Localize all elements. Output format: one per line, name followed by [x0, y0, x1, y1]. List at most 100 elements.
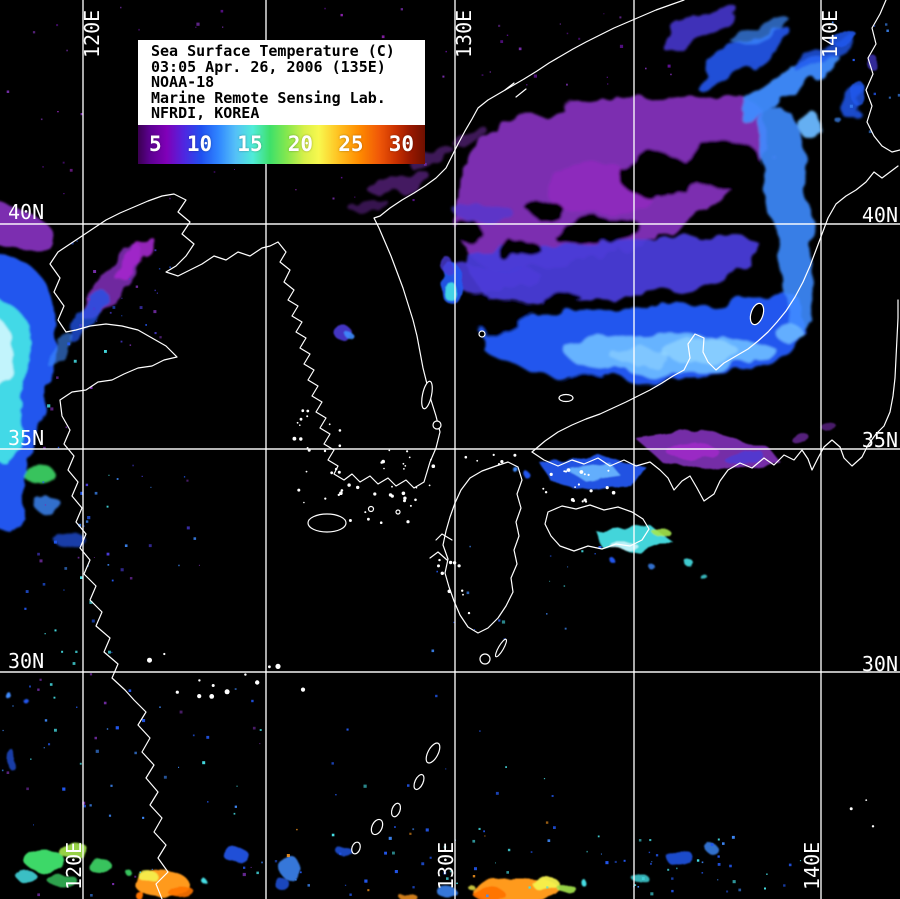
sst-sj-dot: [700, 573, 706, 579]
sst-patch-east-sea: [348, 5, 868, 406]
sst-sj-dot: [513, 467, 519, 473]
sst-cyan-patch: [17, 871, 37, 883]
coast-china-south: [49, 193, 279, 899]
sst-green-dot: [125, 869, 131, 875]
sst-yellow-bit: [139, 872, 159, 882]
colorbar-tick: 30: [388, 132, 414, 157]
sst-ys-green-spot: [24, 466, 56, 484]
sst-blue-cluster: [280, 856, 300, 880]
sst-ys-blue-spot: [54, 533, 86, 547]
lon-label-140e-top: 140E: [818, 10, 842, 58]
sst-sj-dot: [684, 558, 692, 566]
sst-dot: [22, 697, 28, 703]
sst-yellow-dot: [467, 883, 473, 889]
sst-sj-yellowgreen: [651, 527, 669, 535]
sst-dot: [8, 750, 16, 770]
sst-pale-wisp: [660, 343, 740, 361]
sst-ke-cyan: [444, 281, 456, 301]
sst-violet-arm: [451, 267, 545, 292]
island-dot-clusters: [147, 409, 875, 828]
sst-ys-purple-top: [0, 201, 54, 250]
sst-green-patch: [25, 850, 65, 872]
sst-tr-bit: [835, 117, 841, 123]
map-title: Sea Surface Temperature (C): [151, 42, 395, 60]
colorbar-tick: 10: [186, 132, 213, 157]
lon-label-140e-bottom: 140E: [800, 842, 824, 890]
satellite-name: NOAA-18: [151, 73, 215, 92]
sst-violet-arm-upper: [450, 200, 515, 224]
lat-label-40n-right: 40N: [862, 203, 898, 227]
coast-honshu-pacific: [531, 299, 899, 502]
sst-green-patch: [88, 859, 112, 873]
sst-cyan-cluster: [632, 873, 648, 883]
sst-deep-orange-bit: [167, 885, 193, 897]
coast-honshu-north: [531, 165, 899, 453]
sst-blue-cluster: [706, 844, 718, 854]
sst-sj-violet: [725, 451, 765, 465]
sst-dot: [5, 692, 11, 698]
sst-blue-cluster: [224, 847, 248, 863]
sst-violet-band: [470, 234, 757, 305]
sst-orange-bit: [399, 893, 417, 899]
sst-speckle-noise: [1, 6, 900, 898]
coast-vladivostok-inlets: [504, 82, 527, 98]
org-country: NFRDI, KOREA: [151, 104, 260, 123]
sst-streak: [738, 52, 838, 120]
temperature-colorbar: 5 10 15 20 25 30: [138, 124, 425, 164]
sst-green-patch: [47, 874, 77, 886]
sst-cyan-dot: [201, 878, 207, 884]
lat-label-40n-left: 40N: [8, 200, 44, 224]
lon-label-130e-bottom: 130E: [434, 842, 458, 890]
lon-label-120e-top: 120E: [80, 10, 104, 58]
island-goto-chain: [425, 742, 441, 764]
sst-ys-pale-sliver: [0, 320, 15, 381]
coast-shikoku: [544, 504, 650, 552]
sst-ys-magenta-streak: [116, 235, 152, 281]
island-goto-chain: [351, 841, 361, 855]
coast-nagasaki-jags: [429, 533, 453, 561]
sst-yellow-bit: [532, 878, 560, 890]
sst-deep-orange-dot: [136, 892, 144, 899]
island-oki: [558, 393, 574, 403]
sst-coastal-bright-spot: [802, 112, 822, 142]
sst-blue-cluster: [666, 850, 694, 866]
island-tanegashima: [494, 638, 508, 658]
island-jeju: [307, 513, 347, 533]
sst-coast-fringe: [348, 198, 388, 212]
lat-label-35n-left: 35N: [8, 426, 44, 450]
island-strait-islet: [395, 509, 401, 515]
lon-label-130e-top: 130E: [452, 10, 476, 58]
sst-swath-column: [758, 109, 813, 331]
sst-tr-bit: [850, 81, 866, 105]
coast-hokkaido: [865, 0, 900, 153]
sst-tr-bit: [867, 54, 877, 70]
sst-blue-cluster: [275, 878, 289, 890]
legend-panel: Sea Surface Temperature (C) 03:05 Apr. 2…: [138, 40, 425, 164]
map-datetime: 03:05 Apr. 26, 2006 (135E): [151, 57, 386, 76]
island-goto-chain: [390, 802, 402, 818]
sst-sj-purple-bit: [790, 433, 810, 443]
coastline-layer: [49, 0, 900, 899]
legend-text-block: Sea Surface Temperature (C) 03:05 Apr. 2…: [138, 40, 425, 125]
sst-sj-light: [565, 463, 621, 481]
island-ulleung: [478, 330, 486, 338]
sst-ys-blue-streak: [69, 291, 107, 341]
sst-sj-purple-bit: [822, 424, 838, 432]
lat-label-30n-right: 30N: [862, 652, 898, 676]
sst-sj-magenta: [666, 443, 718, 459]
sst-sj-dot: [609, 557, 615, 563]
sst-streak: [663, 5, 737, 51]
colorbar-tick: 25: [338, 132, 364, 157]
island-yakushima: [479, 653, 491, 665]
sst-patch-top-right: [831, 29, 877, 123]
sst-ys-blue-spot: [34, 497, 62, 513]
sst-blue-cluster: [337, 847, 353, 857]
sst-coast-fringe: [366, 171, 430, 193]
sst-coast-fringe: [452, 127, 488, 147]
sst-sj-dot: [525, 473, 531, 479]
island-goto-chain: [370, 818, 384, 836]
